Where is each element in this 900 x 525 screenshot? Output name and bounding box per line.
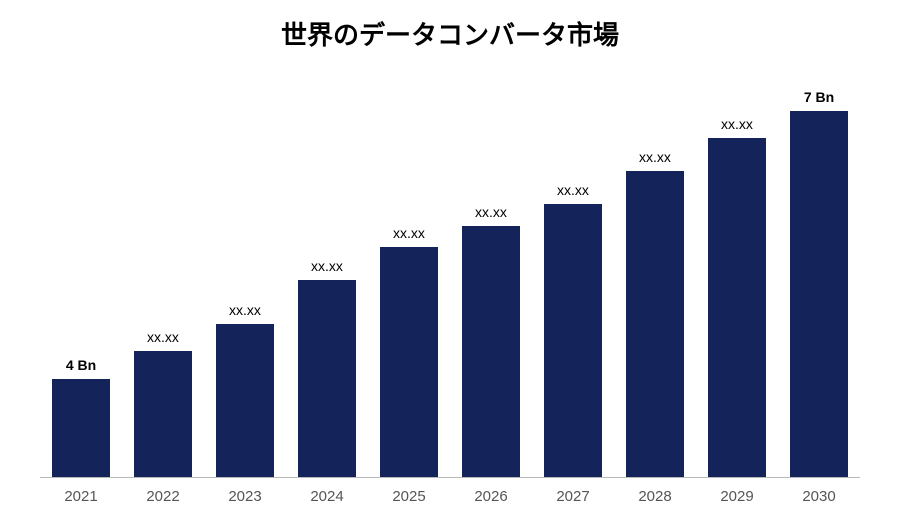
bar-slot: xx.xx	[614, 78, 696, 477]
x-tick-label: 2023	[204, 482, 286, 510]
bar-value-label: xx.xx	[475, 204, 507, 220]
bar-slot: xx.xx	[204, 78, 286, 477]
bar-value-label: xx.xx	[147, 329, 179, 345]
bar-value-label: xx.xx	[311, 258, 343, 274]
bar	[134, 351, 191, 477]
bar	[544, 204, 601, 477]
bar	[52, 379, 109, 477]
bar-value-label: 7 Bn	[804, 89, 834, 105]
bar-slot: xx.xx	[532, 78, 614, 477]
bar-slot: xx.xx	[696, 78, 778, 477]
bar-slot: 4 Bn	[40, 78, 122, 477]
bar-slot: 7 Bn	[778, 78, 860, 477]
x-tick-label: 2030	[778, 482, 860, 510]
bar	[216, 324, 273, 477]
x-tick-label: 2026	[450, 482, 532, 510]
chart-container: 世界のデータコンバータ市場 4 Bn xx.xx xx.xx xx.xx xx.xx xx…	[40, 15, 860, 510]
x-tick-label: 2021	[40, 482, 122, 510]
bar	[790, 111, 847, 477]
chart-x-axis: 2021202220232024202520262027202820292030	[40, 482, 860, 510]
bar	[626, 171, 683, 477]
bar-value-label: xx.xx	[639, 149, 671, 165]
bar-slot: xx.xx	[368, 78, 450, 477]
x-tick-label: 2028	[614, 482, 696, 510]
bar-slot: xx.xx	[286, 78, 368, 477]
bar	[298, 280, 355, 477]
bar-value-label: 4 Bn	[66, 357, 96, 373]
x-tick-label: 2029	[696, 482, 778, 510]
x-tick-label: 2025	[368, 482, 450, 510]
chart-title: 世界のデータコンバータ市場	[40, 15, 860, 52]
bar	[462, 226, 519, 477]
bar-value-label: xx.xx	[557, 182, 589, 198]
bar-slot: xx.xx	[450, 78, 532, 477]
chart-plot-area: 4 Bn xx.xx xx.xx xx.xx xx.xx xx.xx xx.xx xx.xx x…	[40, 78, 860, 478]
bar-value-label: xx.xx	[393, 225, 425, 241]
x-tick-label: 2022	[122, 482, 204, 510]
bar	[380, 247, 437, 477]
bar-value-label: xx.xx	[229, 302, 261, 318]
bar	[708, 138, 765, 477]
bar-value-label: xx.xx	[721, 116, 753, 132]
bar-slot: xx.xx	[122, 78, 204, 477]
x-tick-label: 2024	[286, 482, 368, 510]
x-tick-label: 2027	[532, 482, 614, 510]
